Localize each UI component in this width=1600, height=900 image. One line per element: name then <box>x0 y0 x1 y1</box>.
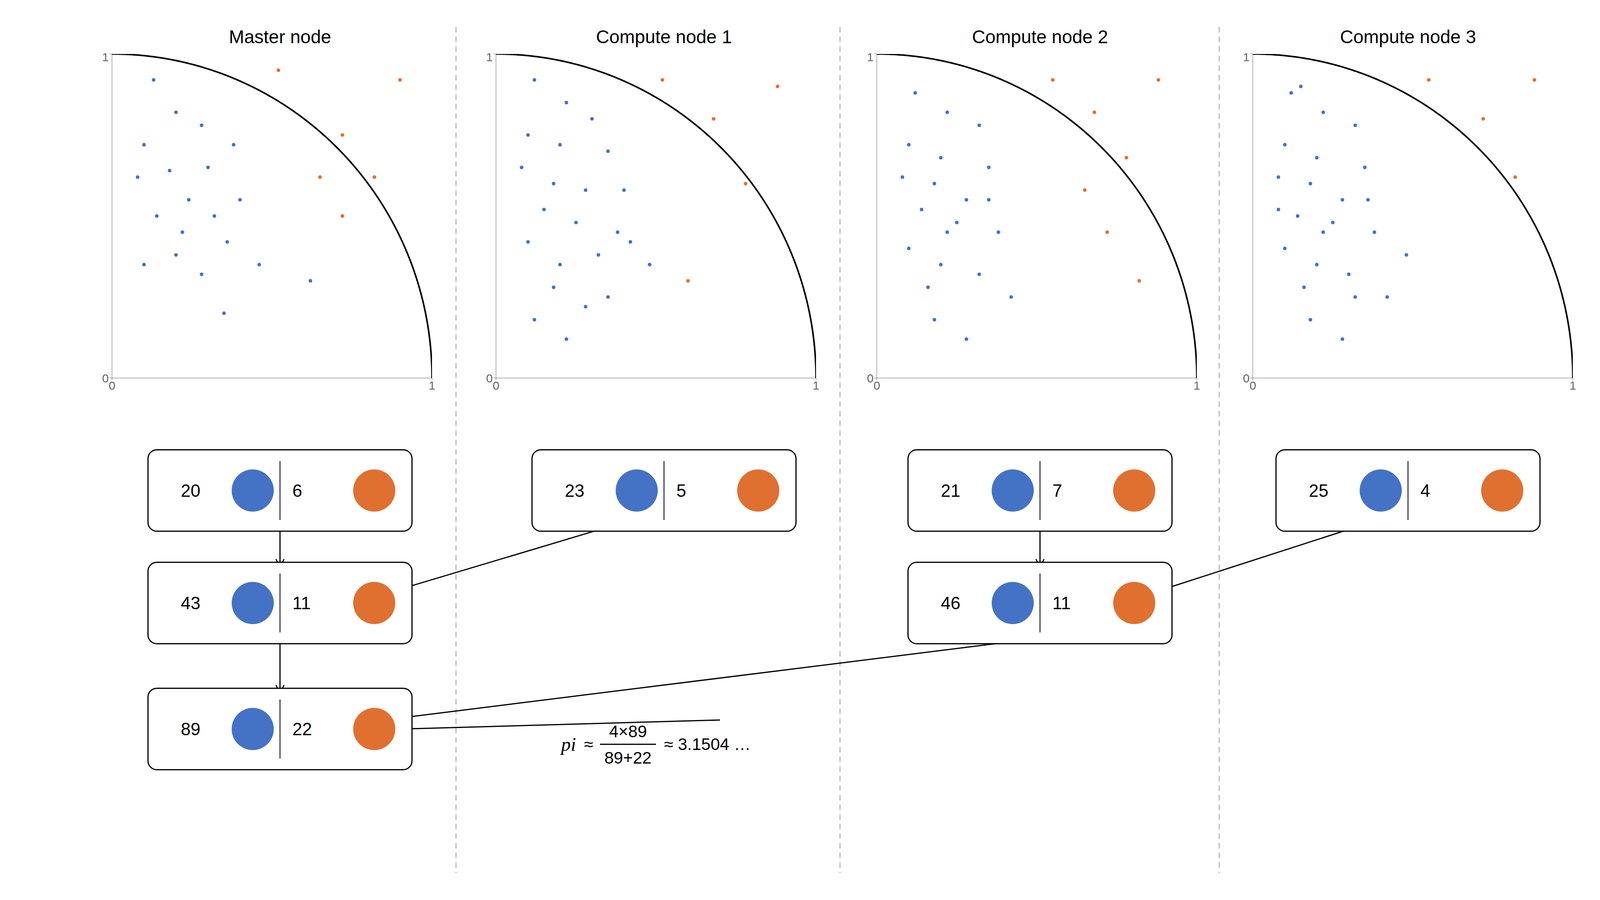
svg-text:Compute node 3: Compute node 3 <box>1340 26 1476 48</box>
svg-text:20: 20 <box>180 480 201 501</box>
svg-text:43: 43 <box>180 593 201 613</box>
svg-text:Compute node 1: Compute node 1 <box>596 26 732 48</box>
svg-text:22: 22 <box>292 719 312 739</box>
svg-text:11: 11 <box>1052 593 1071 613</box>
svg-text:4×89: 4×89 <box>609 722 648 741</box>
svg-text:≈ 3.1504 …: ≈ 3.1504 … <box>664 734 751 754</box>
svg-text:1: 1 <box>1193 378 1201 392</box>
svg-text:0: 0 <box>492 378 500 392</box>
svg-text:0: 0 <box>1242 371 1250 385</box>
svg-text:0: 0 <box>1249 378 1257 392</box>
svg-text:0: 0 <box>108 378 116 392</box>
svg-text:25: 25 <box>1308 480 1329 501</box>
svg-text:0: 0 <box>486 371 493 385</box>
svg-text:1: 1 <box>1242 50 1250 64</box>
svg-text:1: 1 <box>1569 378 1577 392</box>
svg-text:7: 7 <box>1052 480 1062 501</box>
svg-text:46: 46 <box>940 593 961 613</box>
svg-text:89: 89 <box>180 719 201 739</box>
svg-text:pi: pi <box>560 733 576 755</box>
svg-text:6: 6 <box>292 480 302 501</box>
svg-text:1: 1 <box>866 50 874 64</box>
svg-text:Compute node 2: Compute node 2 <box>972 26 1108 48</box>
svg-text:1: 1 <box>812 378 820 392</box>
svg-text:Master node: Master node <box>228 26 332 48</box>
svg-text:0: 0 <box>873 378 881 392</box>
svg-text:21: 21 <box>940 480 961 501</box>
svg-text:0: 0 <box>102 371 109 385</box>
svg-text:11: 11 <box>292 593 311 613</box>
svg-text:0: 0 <box>866 371 874 385</box>
svg-text:89+22: 89+22 <box>604 748 652 768</box>
svg-text:≈: ≈ <box>584 734 594 754</box>
svg-text:1: 1 <box>102 50 109 64</box>
svg-text:4: 4 <box>1420 480 1430 501</box>
svg-text:1: 1 <box>428 378 436 392</box>
svg-text:5: 5 <box>676 480 686 501</box>
svg-text:23: 23 <box>564 480 585 501</box>
svg-text:1: 1 <box>486 50 493 64</box>
